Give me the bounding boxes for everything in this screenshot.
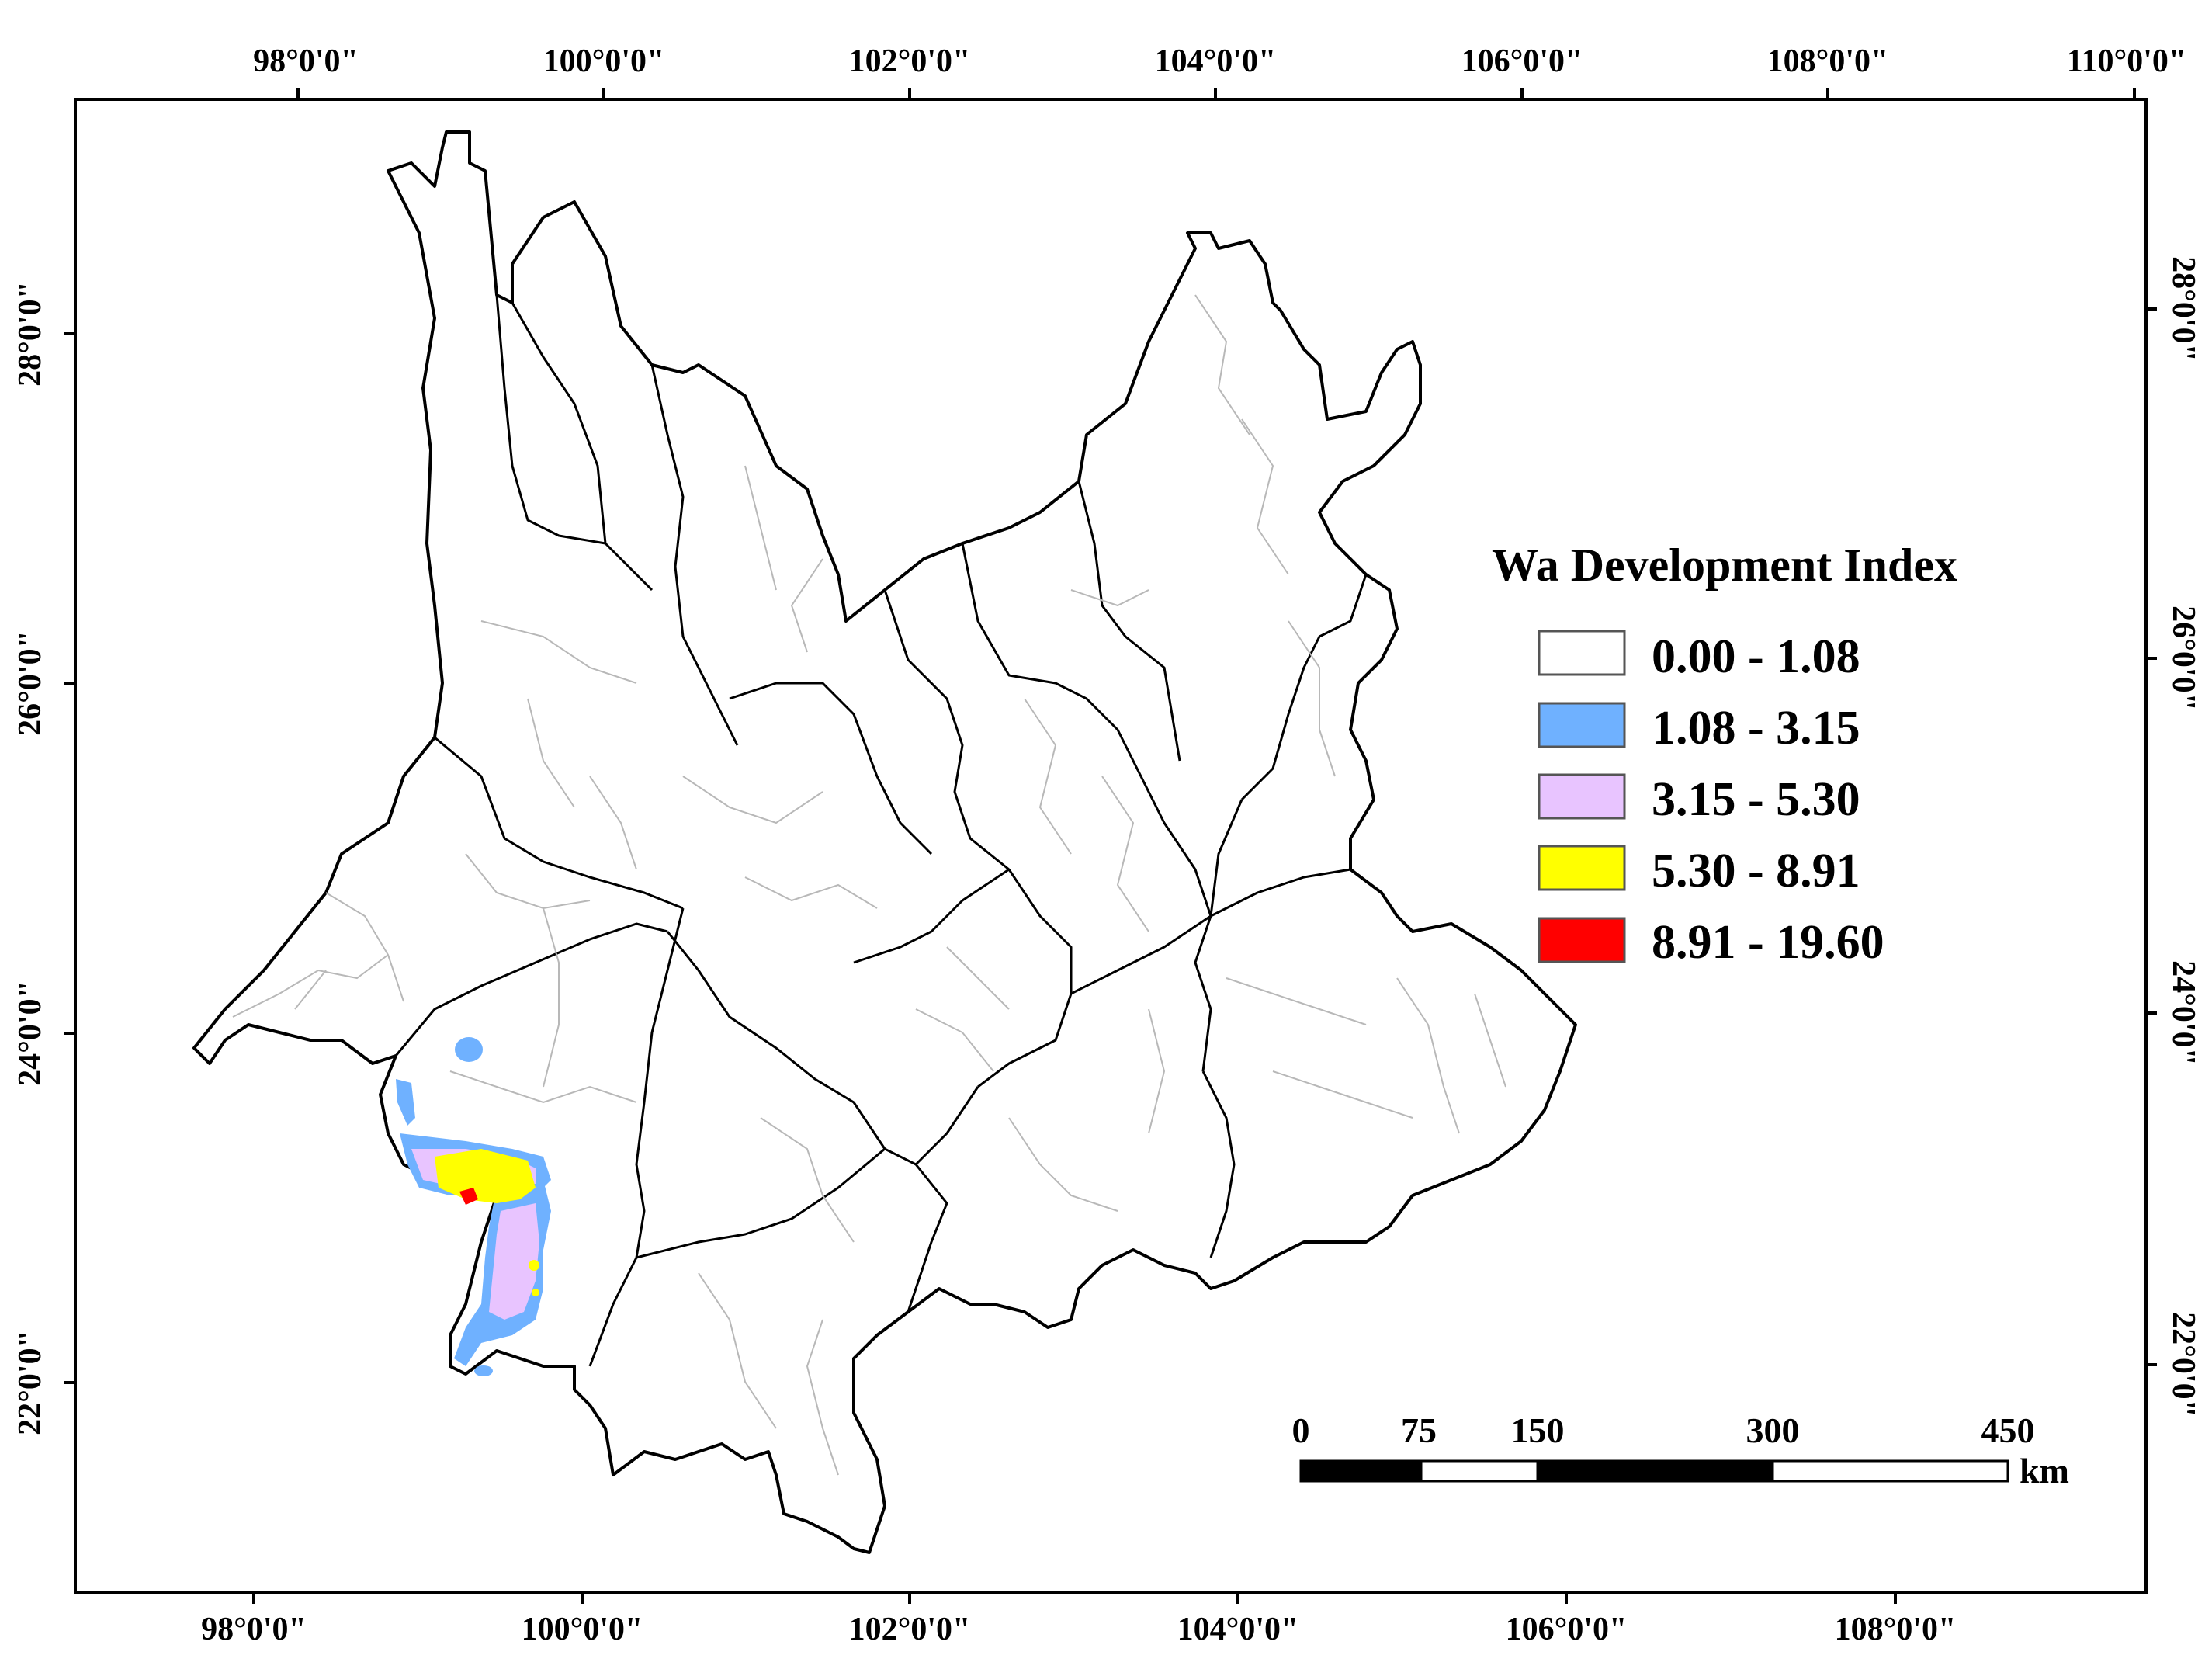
legend-label: 1.08 - 3.15 bbox=[1652, 702, 1860, 755]
scale-tick-label: 300 bbox=[1746, 1410, 1800, 1450]
left-axis-label: 26°0'0" bbox=[12, 630, 48, 736]
legend-swatch-2 bbox=[1538, 773, 1626, 820]
right-axis-label: 24°0'0" bbox=[2165, 960, 2201, 1066]
right-axis-label: 26°0'0" bbox=[2165, 605, 2201, 711]
wdi-class-yellow bbox=[435, 1149, 539, 1296]
legend-title: Wa Development Index bbox=[1492, 540, 1957, 591]
legend-swatch-3 bbox=[1538, 845, 1626, 891]
scale-bar: 0 75 150 300 450 km bbox=[1292, 1410, 2069, 1490]
legend-swatch-1 bbox=[1538, 702, 1626, 748]
scale-tick-label: 150 bbox=[1511, 1410, 1565, 1450]
legend: Wa Development Index 0.00 - 1.08 1.08 - … bbox=[1492, 540, 1957, 969]
scale-segment bbox=[1299, 1459, 1423, 1483]
bottom-axis-label: 98°0'0" bbox=[201, 1612, 307, 1647]
bottom-ticks bbox=[252, 1593, 1897, 1604]
scale-tick-label: 0 bbox=[1292, 1410, 1310, 1450]
scale-unit: km bbox=[2020, 1451, 2069, 1490]
right-axis-label: 22°0'0" bbox=[2165, 1312, 2201, 1417]
bottom-axis-label: 104°0'0" bbox=[1177, 1612, 1299, 1647]
top-ticks bbox=[296, 88, 2136, 99]
scale-tick-label: 75 bbox=[1401, 1410, 1437, 1450]
top-axis-label: 110°0'0" bbox=[2067, 43, 2186, 79]
left-ticks bbox=[64, 332, 75, 1384]
legend-label: 8.91 - 19.60 bbox=[1652, 916, 1884, 969]
right-ticks bbox=[2146, 307, 2157, 1366]
top-axis-label: 106°0'0" bbox=[1461, 43, 1583, 79]
prefecture-boundaries bbox=[394, 294, 1368, 1367]
top-axis-label: 100°0'0" bbox=[543, 43, 665, 79]
bottom-axis-label: 106°0'0" bbox=[1506, 1612, 1628, 1647]
top-axis-label: 98°0'0" bbox=[253, 43, 359, 79]
scale-segment bbox=[1420, 1459, 1539, 1483]
legend-label: 3.15 - 5.30 bbox=[1652, 773, 1860, 826]
left-axis-label: 22°0'0" bbox=[12, 1330, 48, 1435]
bottom-axis-label: 108°0'0" bbox=[1835, 1612, 1957, 1647]
county-boundaries bbox=[232, 294, 1506, 1476]
top-axis-label: 102°0'0" bbox=[849, 43, 971, 79]
left-axis-label: 24°0'0" bbox=[12, 980, 48, 1086]
bottom-axis-label: 102°0'0" bbox=[849, 1612, 971, 1647]
top-axis-label: 108°0'0" bbox=[1767, 43, 1889, 79]
right-axis-label: 28°0'0" bbox=[2165, 256, 2201, 362]
left-axis-label: 28°0'0" bbox=[12, 281, 48, 387]
scale-segment bbox=[1536, 1459, 1774, 1483]
wdi-class-red bbox=[459, 1188, 478, 1205]
bottom-axis-label: 100°0'0" bbox=[522, 1612, 643, 1647]
scale-segment bbox=[1771, 1459, 2009, 1483]
scale-tick-label: 450 bbox=[1981, 1410, 2035, 1450]
top-axis-label: 104°0'0" bbox=[1155, 43, 1277, 79]
legend-label: 0.00 - 1.08 bbox=[1652, 630, 1860, 683]
legend-swatch-0 bbox=[1538, 630, 1626, 676]
legend-swatch-4 bbox=[1538, 917, 1626, 963]
legend-label: 5.30 - 8.91 bbox=[1652, 845, 1860, 897]
